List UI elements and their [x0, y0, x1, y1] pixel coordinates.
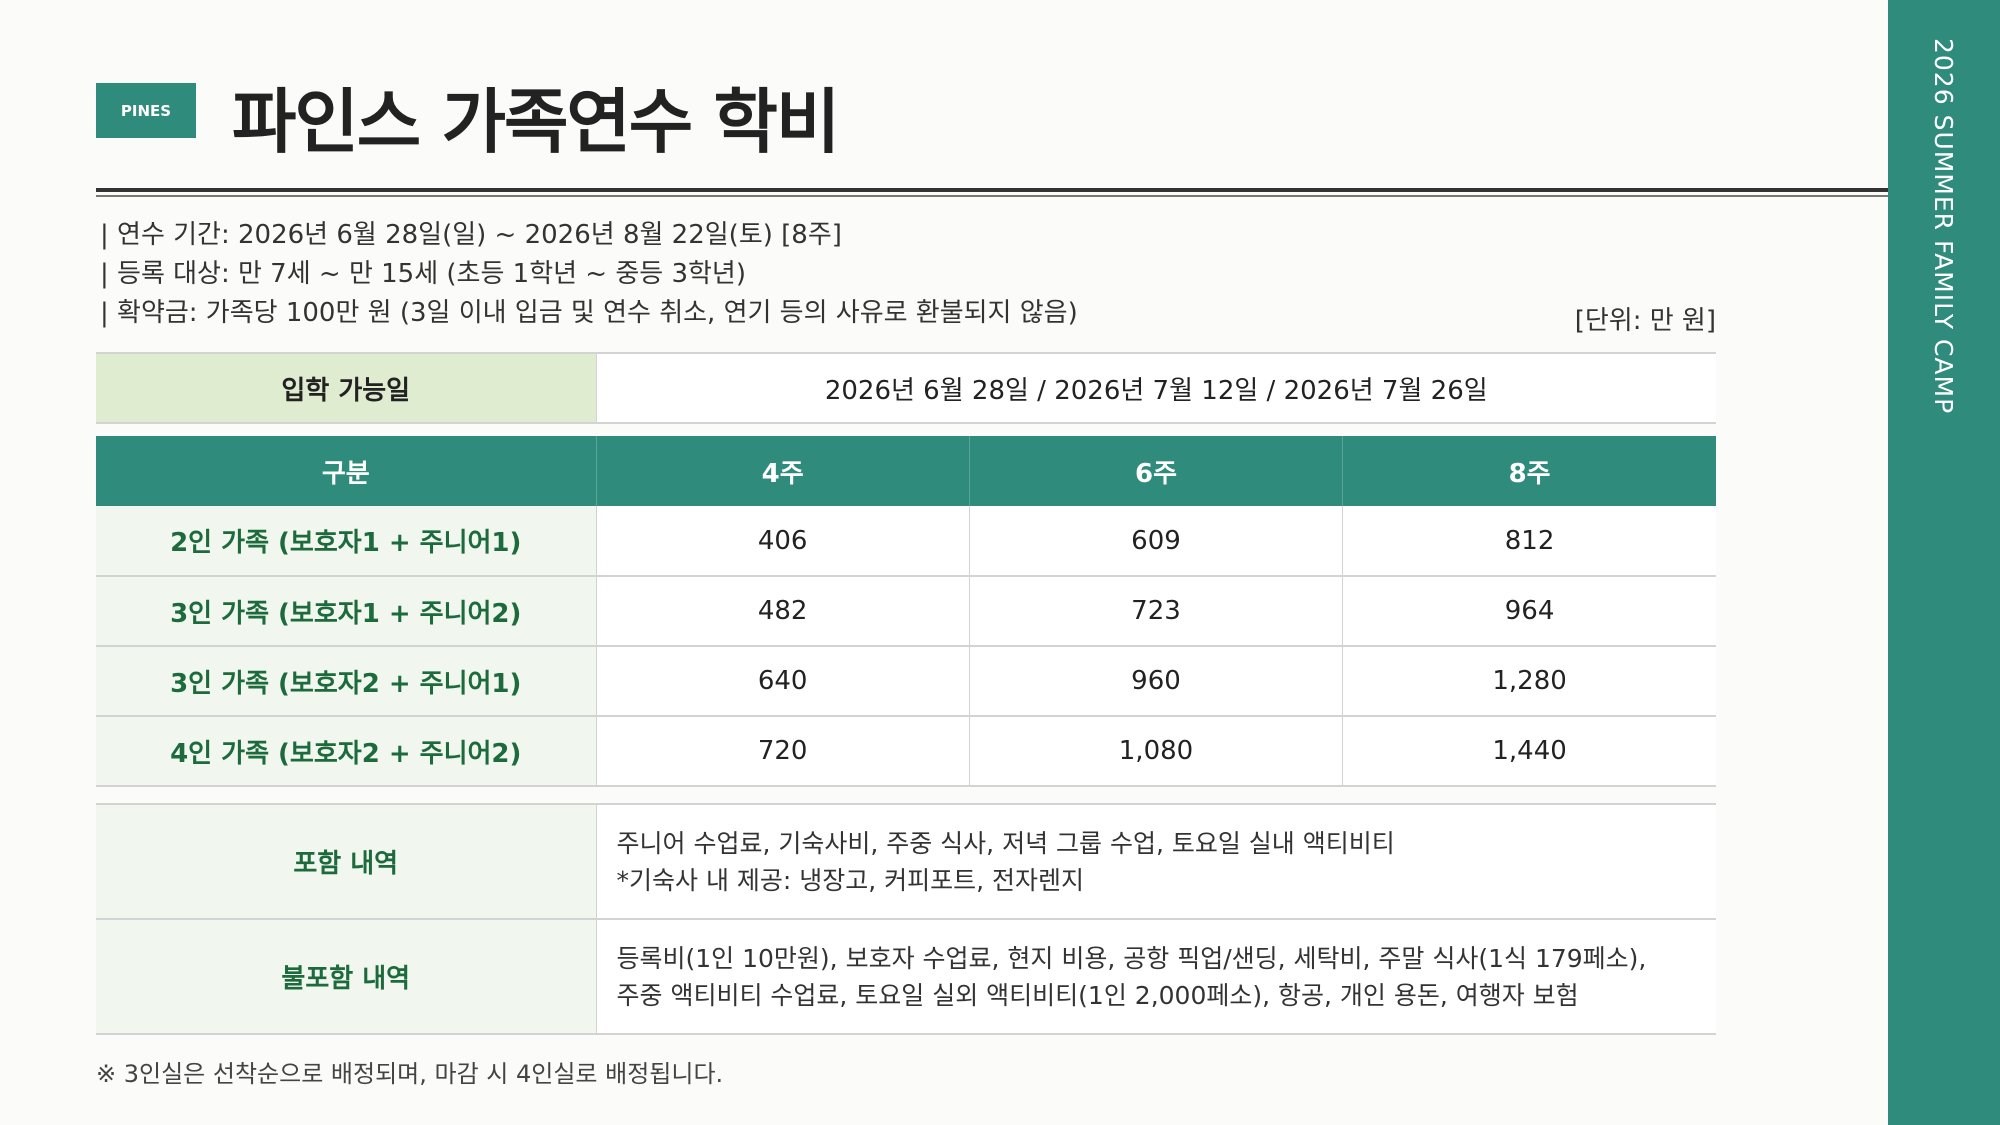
fee-cell: 1,080 [968, 716, 1343, 787]
footnote: ※ 3인실은 선착순으로 배정되며, 마감 시 4인실로 배정됩니다. [96, 1060, 724, 1088]
header-4weeks: 4주 [595, 436, 970, 506]
fee-cell: 964 [1342, 576, 1716, 647]
header-8weeks: 8주 [1342, 436, 1716, 506]
excluded-line: 등록비(1인 10만원), 보호자 수업료, 현지 비용, 공항 픽업/샌딩, … [616, 943, 1647, 973]
brand-badge: PINES [96, 83, 196, 138]
fee-cell: 609 [968, 506, 1343, 577]
info-target: | 등록 대상: 만 7세 ~ 만 15세 (초등 1학년 ~ 중등 3학년) [100, 259, 746, 289]
fee-cell: 640 [595, 646, 970, 717]
excluded-row: 불포함 내역 등록비(1인 10만원), 보호자 수업료, 현지 비용, 공항 … [96, 919, 1716, 1035]
info-deposit: | 확약금: 가족당 100만 원 (3일 이내 입금 및 연수 취소, 연기 … [100, 298, 1078, 328]
fee-cell: 960 [968, 646, 1343, 717]
excluded-label: 불포함 내역 [96, 919, 596, 1035]
sidebar-title: 2026 SUMMER FAMILY CAMP [1929, 38, 1958, 415]
row-label: 2인 가족 (보호자1 + 주니어1) [96, 506, 596, 577]
included-label: 포함 내역 [96, 804, 596, 920]
fee-cell: 482 [595, 576, 970, 647]
admission-dates: 2026년 6월 28일 / 2026년 7월 12일 / 2026년 7월 2… [595, 353, 1716, 424]
page-title: 파인스 가족연수 학비 [232, 81, 840, 163]
included-line: 주니어 수업료, 기숙사비, 주중 식사, 저녁 그룹 수업, 토요일 실내 액… [616, 828, 1395, 858]
sidebar-band [1888, 0, 2000, 1125]
fee-cell: 1,440 [1342, 716, 1716, 787]
included-line: *기숙사 내 제공: 냉장고, 커피포트, 전자렌지 [616, 865, 1085, 895]
fee-cell: 723 [968, 576, 1343, 647]
table-row: 4인 가족 (보호자2 + 주니어2) 720 1,080 1,440 [96, 716, 1716, 787]
divider [96, 195, 1888, 197]
row-label: 3인 가족 (보호자1 + 주니어2) [96, 576, 596, 647]
admission-label: 입학 가능일 [96, 353, 596, 424]
divider [96, 188, 1888, 192]
table-row: 3인 가족 (보호자2 + 주니어1) 640 960 1,280 [96, 646, 1716, 717]
fee-cell: 720 [595, 716, 970, 787]
unit-label: [단위: 만 원] [1574, 306, 1716, 336]
table-row: 2인 가족 (보호자1 + 주니어1) 406 609 812 [96, 506, 1716, 577]
table-row: 3인 가족 (보호자1 + 주니어2) 482 723 964 [96, 576, 1716, 647]
row-label: 4인 가족 (보호자2 + 주니어2) [96, 716, 596, 787]
fee-cell: 812 [1342, 506, 1716, 577]
header-6weeks: 6주 [968, 436, 1343, 506]
fee-cell: 406 [595, 506, 970, 577]
admission-table: 입학 가능일 2026년 6월 28일 / 2026년 7월 12일 / 202… [96, 352, 1716, 424]
info-period: | 연수 기간: 2026년 6월 28일(일) ~ 2026년 8월 22일(… [100, 220, 842, 250]
row-label: 3인 가족 (보호자2 + 주니어1) [96, 646, 596, 717]
included-row: 포함 내역 주니어 수업료, 기숙사비, 주중 식사, 저녁 그룹 수업, 토요… [96, 804, 1716, 920]
fee-table: 구분 4주 6주 8주 2인 가족 (보호자1 + 주니어1) 406 609 812… [96, 436, 1716, 787]
header-category: 구분 [96, 436, 596, 506]
excluded-line: 주중 액티비티 수업료, 토요일 실외 액티비티(1인 2,000페소), 항공… [616, 980, 1579, 1010]
fee-cell: 1,280 [1342, 646, 1716, 717]
details-table: 포함 내역 주니어 수업료, 기숙사비, 주중 식사, 저녁 그룹 수업, 토요… [96, 803, 1716, 1035]
